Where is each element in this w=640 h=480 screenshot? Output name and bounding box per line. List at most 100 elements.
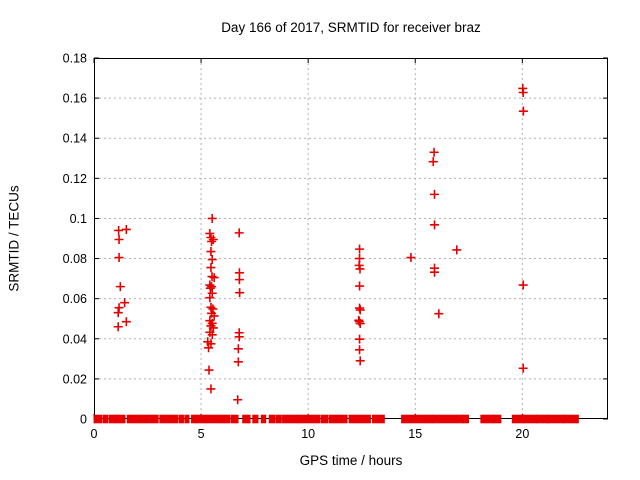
zero-value-marker-run bbox=[536, 414, 549, 424]
data-point-marker bbox=[355, 356, 365, 366]
data-point-marker bbox=[114, 303, 124, 313]
y-tick-label: 0.16 bbox=[63, 92, 87, 106]
data-point-marker bbox=[204, 365, 214, 375]
zero-value-marker-run bbox=[222, 414, 231, 424]
data-point-marker bbox=[206, 384, 216, 394]
zero-value-marker-run bbox=[205, 414, 223, 424]
zero-value-marker-run bbox=[371, 414, 380, 424]
data-point-marker bbox=[207, 330, 217, 340]
grid-lines bbox=[94, 58, 608, 419]
data-point-marker bbox=[518, 87, 528, 97]
zero-value-marker-run bbox=[102, 414, 109, 424]
data-point-marker bbox=[205, 228, 215, 238]
y-tick-label: 0.04 bbox=[63, 332, 87, 346]
zero-value-marker-run bbox=[328, 414, 348, 424]
zero-value-marker-run bbox=[260, 414, 267, 424]
data-point-marker bbox=[114, 225, 124, 235]
data-point-marker bbox=[518, 363, 528, 373]
zero-value-marker-run bbox=[114, 414, 126, 424]
zero-value-marker-run bbox=[511, 414, 525, 424]
data-point-marker bbox=[355, 244, 365, 254]
data-point-marker bbox=[209, 311, 219, 321]
y-tick-label: 0.14 bbox=[63, 132, 87, 146]
data-point-marker bbox=[115, 282, 125, 292]
axes-border bbox=[93, 57, 608, 420]
data-point-marker bbox=[114, 235, 124, 245]
zero-value-marker-run bbox=[126, 414, 141, 424]
data-point-marker bbox=[518, 106, 528, 116]
data-point-marker bbox=[430, 267, 440, 277]
data-point-marker bbox=[207, 237, 217, 247]
data-point-marker bbox=[121, 224, 131, 234]
zero-value-marker-run bbox=[230, 414, 239, 424]
data-point-marker bbox=[206, 247, 216, 257]
data-point-marker bbox=[355, 281, 365, 291]
x-tick-label: 10 bbox=[301, 427, 315, 441]
zero-value-marker-run bbox=[562, 414, 579, 424]
zero-value-marker-run bbox=[159, 414, 168, 424]
data-point-marker bbox=[207, 272, 217, 282]
zero-value-marker-run bbox=[522, 414, 538, 424]
zero-value-marker-run bbox=[485, 414, 495, 424]
data-point-marker bbox=[434, 309, 444, 319]
zero-value-marker-run bbox=[275, 414, 282, 424]
data-point-marker bbox=[207, 255, 217, 265]
data-point-marker bbox=[207, 213, 217, 223]
data-point-marker bbox=[428, 157, 438, 167]
data-point-marker bbox=[233, 344, 243, 354]
y-tick-label: 0.18 bbox=[63, 52, 87, 66]
zero-value-marker-run bbox=[178, 414, 184, 424]
data-point-marker bbox=[121, 317, 131, 327]
data-point-marker bbox=[209, 273, 219, 283]
data-point-marker bbox=[233, 395, 243, 405]
data-point-marker bbox=[429, 147, 439, 157]
zero-value-marker-run bbox=[314, 414, 321, 424]
zero-value-marker-run bbox=[184, 414, 190, 424]
y-tick-label: 0 bbox=[80, 413, 87, 427]
x-tick-label: 5 bbox=[198, 427, 205, 441]
zero-value-marker-run bbox=[191, 414, 197, 424]
data-point-marker bbox=[205, 293, 215, 303]
zero-value-marker-run bbox=[297, 414, 315, 424]
data-point-marker bbox=[355, 345, 365, 355]
data-point-marker bbox=[235, 288, 245, 298]
zero-value-marker-run bbox=[348, 414, 371, 424]
data-point-marker bbox=[205, 283, 215, 293]
y-tick-label: 0.12 bbox=[63, 172, 87, 186]
y-tick-label: 0.06 bbox=[63, 292, 87, 306]
data-point-marker bbox=[208, 304, 218, 314]
zero-value-marker-run bbox=[463, 414, 470, 424]
data-point-marker bbox=[234, 228, 244, 238]
data-point-marker bbox=[114, 253, 124, 263]
data-point-marker bbox=[113, 308, 123, 318]
zero-value-marker-run bbox=[140, 414, 159, 424]
data-point-marker bbox=[430, 189, 440, 199]
zero-value-marker-run bbox=[426, 414, 433, 424]
zero-value-marker-run bbox=[282, 414, 299, 424]
data-point-marker bbox=[113, 322, 123, 332]
zero-value-marker-run bbox=[492, 414, 502, 424]
data-point-marker bbox=[206, 263, 216, 273]
data-point-marker bbox=[204, 343, 214, 353]
x-axis-label: GPS time / hours bbox=[299, 453, 403, 468]
y-tick-label: 0.1 bbox=[70, 212, 87, 226]
y-tick-label: 0.02 bbox=[63, 372, 87, 386]
zero-value-marker-run bbox=[195, 414, 207, 424]
data-point-marker bbox=[233, 357, 243, 367]
data-point-marker bbox=[452, 245, 462, 255]
zero-value-marker-run bbox=[108, 414, 116, 424]
data-point-marker bbox=[518, 280, 528, 290]
data-point-marker bbox=[355, 305, 365, 315]
x-tick-label: 0 bbox=[91, 427, 98, 441]
zero-value-marker-run bbox=[480, 414, 487, 424]
zero-value-marker-run bbox=[401, 414, 428, 424]
data-point-marker bbox=[355, 319, 365, 329]
data-point-marker bbox=[234, 275, 244, 285]
zero-value-marker-run bbox=[167, 414, 178, 424]
tick-labels: 0 0.02 0.04 0.06 0.08 0.1 0.12 0.14 0.16 0.18 0 5 10… bbox=[63, 52, 530, 442]
x-tick-label: 20 bbox=[515, 427, 529, 441]
data-point-marker bbox=[208, 235, 218, 245]
data-point-marker bbox=[406, 253, 416, 263]
